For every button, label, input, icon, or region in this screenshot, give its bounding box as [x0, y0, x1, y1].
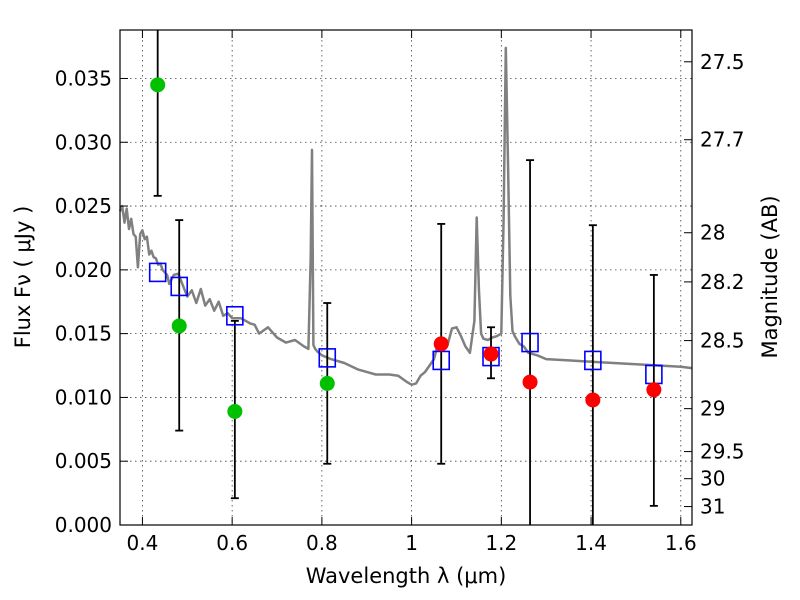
x-tick-label: 1.2: [485, 531, 517, 555]
mag-tick-label: 27.5: [700, 50, 745, 74]
y-tick-label: 0.005: [55, 449, 112, 473]
model-photometry-marker: [432, 350, 451, 371]
data-points: [150, 77, 662, 419]
upper-limit-point: [585, 392, 601, 408]
right-axis-label: Magnitude (AB): [758, 195, 782, 358]
model-photometry-marker: [170, 276, 189, 297]
model-photometry-marker: [521, 332, 539, 353]
y-tick-label: 0.035: [55, 66, 112, 90]
sed-curve-layer: [118, 46, 693, 386]
y-tick-label: 0.020: [55, 258, 112, 282]
detection-point: [150, 77, 166, 93]
detection-point: [319, 375, 335, 391]
y-tick-label: 0.000: [55, 513, 112, 537]
model-photometry-marker: [584, 350, 602, 371]
y-tick-label: 0.010: [55, 385, 112, 409]
magnitude-ticks: 27.5 27.7 28 28.2 28.5 29 29.5 30 31: [684, 50, 745, 519]
x-ticks: 0.4 0.6 0.8 1 1.2 1.4 1.6: [127, 30, 697, 555]
upper-limit-point: [433, 336, 449, 352]
model-photometry-marker: [226, 305, 244, 326]
y-tick-label: 0.015: [55, 322, 112, 346]
x-tick-label: 1: [405, 531, 418, 555]
model-photometry-marker: [318, 348, 337, 368]
x-tick-label: 0.4: [127, 531, 159, 555]
upper-limit-point: [646, 382, 662, 398]
x-tick-label: 1.4: [575, 531, 607, 555]
mag-tick-label: 30: [700, 467, 725, 491]
model-markers: [148, 262, 663, 385]
y-tick-label: 0.025: [55, 194, 112, 218]
upper-limit-point: [522, 374, 538, 390]
mag-tick-label: 28.2: [700, 270, 745, 294]
mag-tick-label: 28: [700, 221, 725, 245]
upper-limit-point: [483, 346, 499, 362]
mag-tick-label: 31: [700, 495, 725, 519]
y-tick-label: 0.030: [55, 130, 112, 154]
y-axis-label: Flux Fν ( μJy ): [11, 206, 35, 349]
mag-tick-label: 27.7: [700, 128, 745, 152]
x-axis-label: Wavelength λ (μm): [306, 564, 507, 588]
mag-tick-label: 29: [700, 397, 725, 421]
grid-lines: [120, 30, 692, 526]
model-photometry-marker: [148, 262, 167, 283]
x-tick-label: 1.6: [665, 531, 697, 555]
detection-point: [171, 318, 187, 334]
error-bars: [153, 30, 658, 525]
sed-curve: [118, 46, 693, 386]
y-ticks: 0.000 0.005 0.010 0.015 0.020 0.025 0.030 0.035: [55, 66, 128, 537]
x-tick-label: 0.6: [216, 531, 248, 555]
mag-tick-label: 29.5: [700, 440, 745, 464]
detection-point: [227, 403, 243, 419]
plot-frame: [119, 29, 693, 526]
mag-tick-label: 28.5: [700, 329, 745, 353]
x-tick-label: 0.8: [306, 531, 338, 555]
